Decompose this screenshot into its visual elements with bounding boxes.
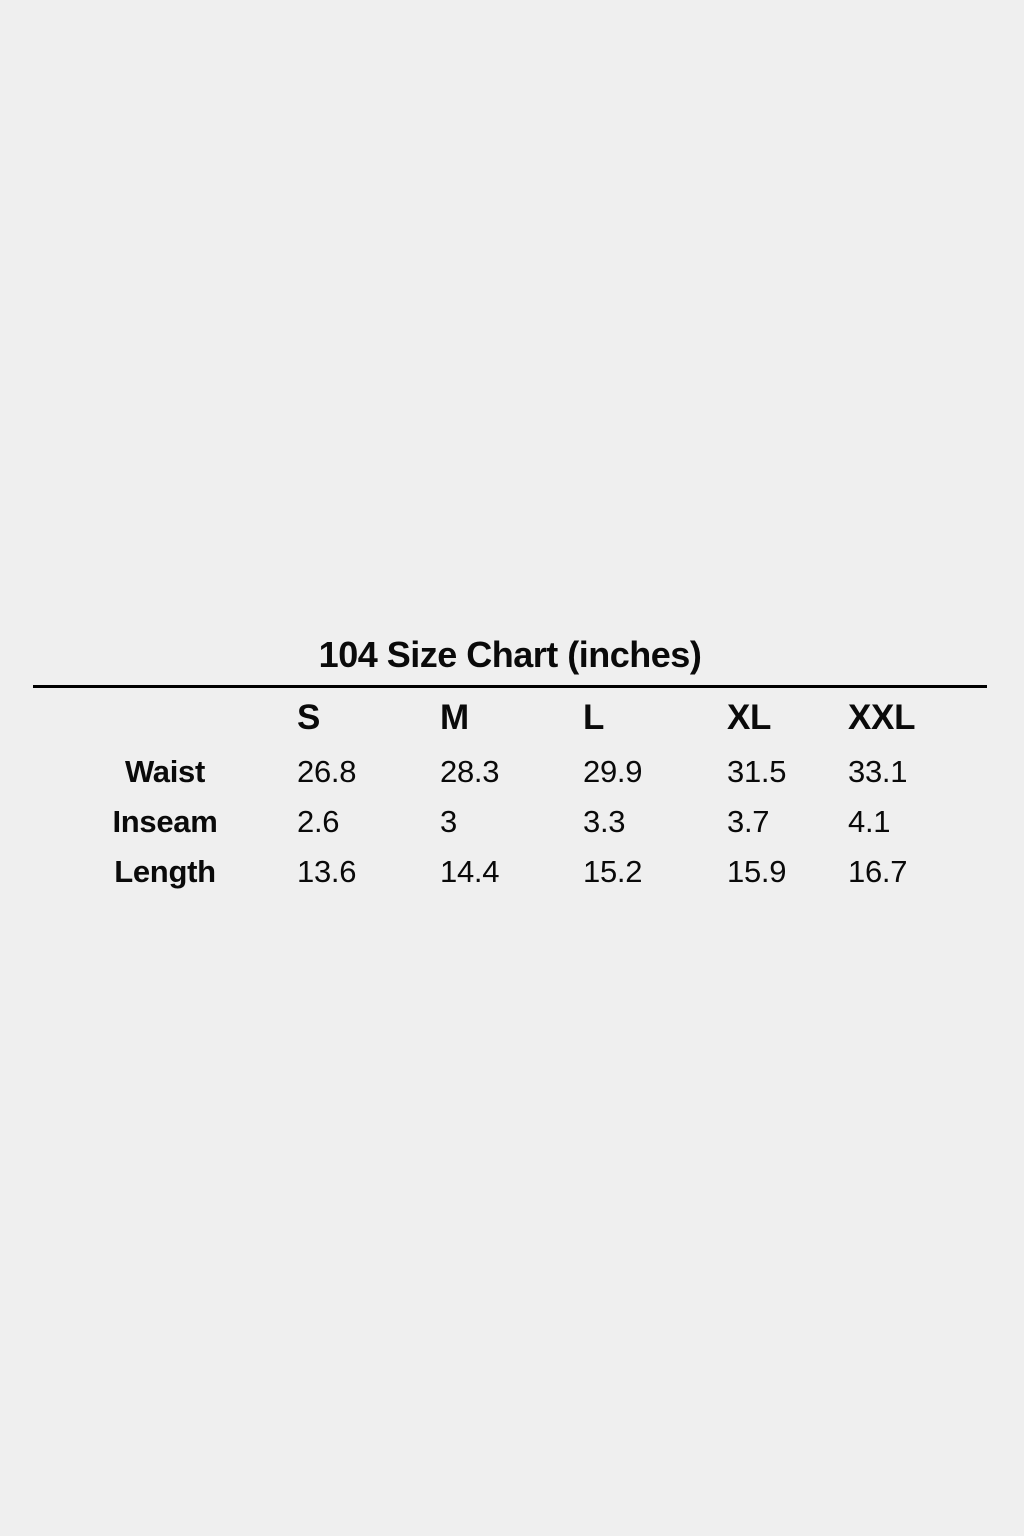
cell-waist-xl: 31.5 [727,753,787,789]
cell-waist-s: 26.8 [297,753,357,789]
cell-inseam-xxl: 4.1 [848,803,891,839]
cell-inseam-s: 2.6 [297,803,340,839]
title-divider [33,685,987,688]
col-header-m: M [440,697,469,737]
table-row-waist: Waist 26.8 28.3 29.9 31.5 33.1 [33,746,987,796]
cell-waist-m: 28.3 [440,753,500,789]
table-row-length: Length 13.6 14.4 15.2 15.9 16.7 [33,846,987,896]
cell-waist-l: 29.9 [583,753,643,789]
size-chart-title: 104 Size Chart (inches) [318,634,702,675]
row-label-inseam: Inseam [112,803,218,839]
col-header-l: L [583,697,605,737]
size-chart: 104 Size Chart (inches) S M L XL XXL Wai… [33,633,987,896]
cell-waist-xxl: 33.1 [848,753,908,789]
cell-length-s: 13.6 [297,853,357,889]
cell-length-m: 14.4 [440,853,500,889]
col-header-xl: XL [727,697,772,737]
cell-inseam-m: 3 [440,803,457,839]
cell-inseam-l: 3.3 [583,803,626,839]
cell-length-xl: 15.9 [727,853,787,889]
col-header-s: S [297,697,321,737]
cell-length-l: 15.2 [583,853,643,889]
row-label-length: Length [114,853,216,889]
row-label-waist: Waist [124,753,206,789]
cell-inseam-xl: 3.7 [727,803,770,839]
col-header-xxl: XXL [848,697,916,737]
table-row-inseam: Inseam 2.6 3 3.3 3.7 4.1 [33,796,987,846]
size-table-header-row: S M L XL XXL [33,688,987,746]
cell-length-xxl: 16.7 [848,853,908,889]
